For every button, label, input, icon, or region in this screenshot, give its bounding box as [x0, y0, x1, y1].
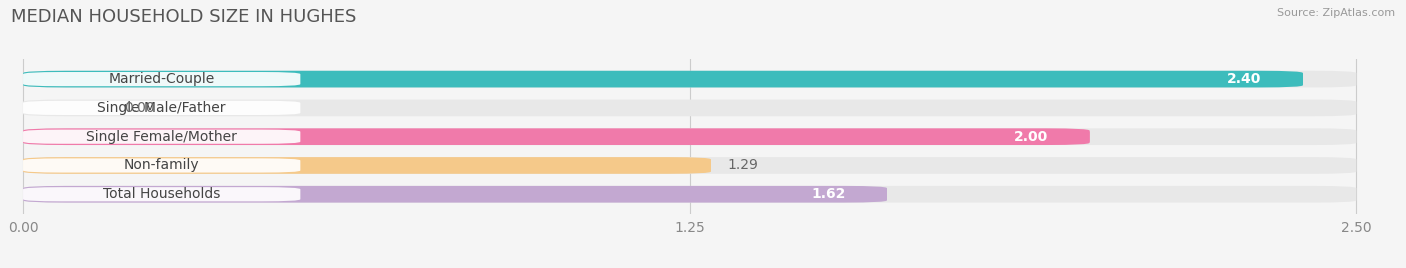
- FancyBboxPatch shape: [22, 128, 1357, 145]
- FancyBboxPatch shape: [769, 188, 887, 201]
- Text: 2.40: 2.40: [1227, 72, 1261, 86]
- FancyBboxPatch shape: [1185, 73, 1303, 85]
- FancyBboxPatch shape: [22, 71, 1357, 87]
- FancyBboxPatch shape: [22, 71, 1303, 87]
- Text: Married-Couple: Married-Couple: [108, 72, 215, 86]
- FancyBboxPatch shape: [22, 99, 1357, 116]
- Text: MEDIAN HOUSEHOLD SIZE IN HUGHES: MEDIAN HOUSEHOLD SIZE IN HUGHES: [11, 8, 357, 26]
- Text: 1.62: 1.62: [811, 187, 845, 201]
- Text: 1.29: 1.29: [727, 158, 758, 173]
- FancyBboxPatch shape: [22, 157, 711, 174]
- FancyBboxPatch shape: [973, 130, 1090, 143]
- FancyBboxPatch shape: [22, 157, 1357, 174]
- Text: Source: ZipAtlas.com: Source: ZipAtlas.com: [1277, 8, 1395, 18]
- FancyBboxPatch shape: [22, 186, 1357, 203]
- FancyBboxPatch shape: [22, 72, 301, 86]
- FancyBboxPatch shape: [22, 101, 301, 115]
- FancyBboxPatch shape: [22, 158, 301, 173]
- FancyBboxPatch shape: [22, 130, 301, 144]
- Text: Total Households: Total Households: [103, 187, 221, 201]
- Text: 2.00: 2.00: [1014, 130, 1047, 144]
- Text: Single Male/Father: Single Male/Father: [97, 101, 226, 115]
- FancyBboxPatch shape: [22, 128, 1090, 145]
- Text: 0.00: 0.00: [124, 101, 155, 115]
- Text: Non-family: Non-family: [124, 158, 200, 173]
- FancyBboxPatch shape: [22, 187, 301, 201]
- Text: Single Female/Mother: Single Female/Mother: [86, 130, 238, 144]
- FancyBboxPatch shape: [22, 186, 887, 203]
